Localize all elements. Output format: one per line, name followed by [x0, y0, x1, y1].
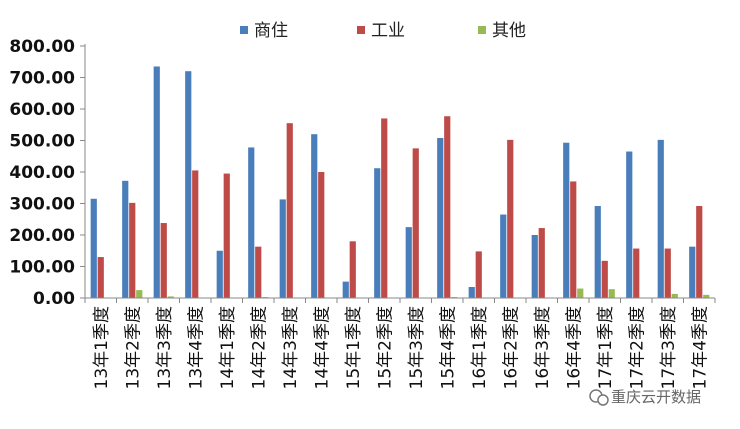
bar-series-1-cat-6	[248, 147, 255, 298]
bar-series-1-cat-15	[531, 235, 538, 298]
bar-series-2-cat-3	[160, 223, 167, 298]
y-tick-label: 0.00	[33, 289, 75, 309]
bar-series-2-cat-6	[255, 246, 262, 298]
bar-series-1-cat-10	[374, 168, 381, 298]
bar-series-2-cat-5	[223, 173, 230, 298]
x-tick-label: 15年1季度	[344, 306, 364, 389]
x-tick-label: 16年4季度	[564, 306, 584, 389]
y-tick-label: 100.00	[9, 258, 75, 278]
bar-series-2-cat-4	[192, 170, 199, 298]
bar-series-1-cat-17	[594, 206, 601, 298]
bar-series-2-cat-14	[507, 139, 514, 298]
x-tick-label: 14年1季度	[218, 306, 238, 389]
bar-series-2-cat-8	[318, 172, 325, 298]
y-tick-label: 300.00	[9, 195, 75, 215]
x-tick-label: 16年3季度	[533, 306, 553, 389]
bar-series-2-cat-10	[381, 118, 388, 298]
bar-series-2-cat-1	[97, 257, 104, 298]
x-tick-label: 13年4季度	[186, 306, 206, 389]
x-tick-label: 16年2季度	[501, 306, 521, 389]
x-tick-label: 17年4季度	[690, 306, 710, 389]
y-axis: 0.00 100.00 200.00 300.00 400.00 500.00 600.00…	[9, 37, 86, 309]
bar-series-1-cat-18	[626, 151, 633, 298]
bar-series-1-cat-2	[122, 180, 129, 298]
bar-series-2-cat-11	[412, 148, 419, 298]
legend-label-3: 其他	[492, 21, 526, 41]
bar-series-1-cat-13	[468, 286, 475, 298]
y-tick-label: 800.00	[9, 37, 75, 57]
bar-series-1-cat-4	[185, 71, 192, 298]
x-tick-label: 13年1季度	[92, 306, 112, 389]
legend: 商住 工业 其他	[240, 21, 526, 41]
watermark: 重庆云开数据	[589, 388, 701, 406]
bar-series-1-cat-3	[153, 66, 160, 298]
x-tick-label: 15年2季度	[375, 306, 395, 389]
bars	[90, 66, 710, 299]
bar-series-1-cat-5	[216, 250, 223, 298]
bar-series-2-cat-15	[538, 228, 545, 298]
legend-swatch-2	[357, 26, 365, 34]
bar-series-2-cat-17	[601, 260, 608, 298]
x-tick-label: 17年3季度	[659, 306, 679, 389]
bar-series-3-cat-20	[703, 294, 710, 298]
x-tick-label: 16年1季度	[470, 306, 490, 389]
bar-series-2-cat-19	[664, 248, 671, 298]
y-tick-label: 200.00	[9, 226, 75, 246]
y-tick-label: 500.00	[9, 132, 75, 152]
y-tick-label: 700.00	[9, 69, 75, 89]
bar-series-1-cat-16	[563, 142, 570, 298]
bar-series-1-cat-7	[279, 199, 286, 298]
bar-series-2-cat-12	[444, 116, 451, 299]
y-tick-label: 600.00	[9, 100, 75, 120]
bar-series-1-cat-12	[437, 137, 444, 298]
bar-series-1-cat-8	[311, 134, 318, 298]
legend-label-1: 商住	[254, 21, 288, 41]
bar-series-1-cat-11	[405, 227, 412, 298]
x-tick-label: 13年2季度	[123, 306, 143, 389]
x-tick-label: 15年3季度	[407, 306, 427, 389]
bar-series-3-cat-3	[167, 296, 174, 298]
bar-series-2-cat-16	[570, 181, 577, 298]
bar-series-3-cat-19	[671, 293, 678, 298]
bar-series-1-cat-19	[657, 139, 664, 298]
bar-series-1-cat-20	[689, 246, 696, 298]
legend-swatch-1	[240, 26, 248, 34]
bar-series-3-cat-17	[608, 289, 615, 298]
legend-swatch-3	[478, 26, 486, 34]
bar-series-1-cat-9	[342, 281, 349, 298]
x-tick-label: 13年3季度	[155, 306, 175, 389]
x-tick-label: 17年2季度	[627, 306, 647, 389]
x-axis: 13年1季度 13年2季度 13年3季度 13年4季度 14年1季度 14年2季度 14年3…	[84, 297, 716, 389]
bar-series-2-cat-9	[349, 241, 356, 298]
y-tick-label: 400.00	[9, 163, 75, 183]
bar-series-2-cat-7	[286, 123, 293, 298]
x-tick-label: 15年4季度	[438, 306, 458, 389]
x-tick-label: 14年3季度	[281, 306, 301, 389]
bar-series-1-cat-14	[500, 214, 507, 298]
bar-series-2-cat-18	[633, 248, 640, 298]
watermark-text: 重庆云开数据	[611, 388, 701, 406]
bar-series-2-cat-13	[475, 251, 482, 298]
bar-series-3-cat-16	[577, 288, 584, 298]
bar-series-2-cat-20	[696, 206, 703, 298]
bar-series-1-cat-1	[90, 198, 97, 298]
x-tick-label: 14年4季度	[312, 306, 332, 389]
wechat-icon-secondary	[597, 394, 609, 406]
legend-label-2: 工业	[371, 21, 405, 41]
x-tick-label: 17年1季度	[596, 306, 616, 389]
x-tick-label: 14年2季度	[249, 306, 269, 389]
bar-series-3-cat-2	[136, 290, 143, 298]
bar-series-2-cat-2	[129, 202, 136, 298]
